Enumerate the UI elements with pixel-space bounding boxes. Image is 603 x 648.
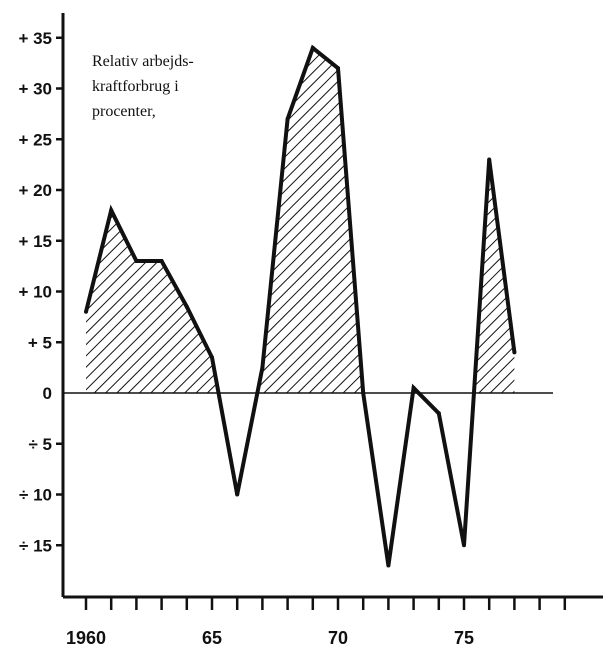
positive-area — [473, 159, 515, 393]
y-tick-label: + 35 — [18, 29, 52, 48]
annotation-line-1: Relativ arbejds- — [92, 53, 194, 70]
x-axis-ticks: 1960 65 70 75 — [66, 597, 567, 648]
chart-annotation: Relativ arbejds- kraftforbrug i procente… — [92, 53, 198, 120]
data-point — [487, 157, 492, 162]
y-tick-label: + 25 — [18, 130, 52, 149]
y-tick-label: + 10 — [18, 283, 52, 302]
y-tick-label: + 30 — [18, 80, 52, 99]
data-point — [310, 45, 315, 50]
data-point — [411, 385, 416, 390]
positive-area — [86, 210, 219, 393]
y-tick-label: + 20 — [18, 181, 52, 200]
y-tick-label: + 15 — [18, 232, 52, 251]
data-point — [436, 411, 441, 416]
data-point — [361, 391, 366, 395]
y-axis-ticks: + 35 + 30 + 25 + 20 + 15 + 10 + 5 0 ÷ 5 ÷ 10 ÷ 15 — [18, 29, 63, 555]
x-tick-label: 65 — [202, 628, 222, 648]
data-point — [84, 309, 88, 314]
data-point — [512, 350, 517, 355]
data-point — [336, 66, 340, 71]
data-point — [210, 355, 214, 360]
x-tick-label: 1960 — [66, 628, 106, 648]
data-point — [285, 116, 290, 121]
positive-area — [257, 47, 364, 394]
data-point — [386, 563, 391, 568]
series-line — [84, 44, 517, 566]
data-point — [109, 208, 114, 213]
x-tick-label: 75 — [454, 628, 474, 648]
data-points — [84, 45, 517, 568]
data-point — [134, 259, 139, 264]
data-point — [184, 304, 189, 309]
data-point — [235, 492, 240, 497]
annotation-line-3: procenter, — [92, 103, 156, 120]
annotation-line-2: kraftforbrug i — [92, 78, 179, 95]
positive-area-fills — [86, 47, 515, 394]
y-tick-label: ÷ 15 — [19, 536, 52, 555]
y-tick-label: ÷ 10 — [19, 486, 52, 505]
y-tick-label: ÷ 5 — [28, 435, 52, 454]
y-tick-label: + 5 — [28, 333, 52, 352]
data-point — [260, 365, 265, 370]
x-tick-label: 70 — [328, 628, 348, 648]
y-tick-label: 0 — [43, 384, 52, 403]
data-point — [159, 259, 164, 264]
data-point — [462, 543, 466, 548]
